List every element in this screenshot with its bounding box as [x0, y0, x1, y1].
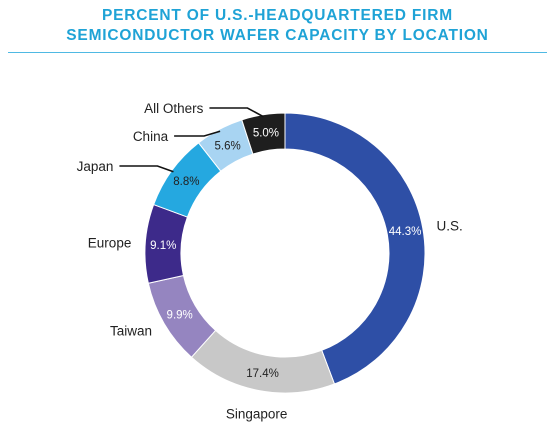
category-label-u-s: U.S.: [436, 218, 462, 233]
category-label-china: China: [133, 129, 169, 144]
leader-line-all-others: [209, 107, 264, 118]
title-divider: [8, 52, 547, 53]
value-label-taiwan: 9.9%: [167, 310, 193, 322]
leader-line-china: [174, 130, 221, 137]
chart-title-line-1: PERCENT OF U.S.-HEADQUARTERED FIRM: [102, 7, 453, 24]
value-label-u-s: 44.3%: [389, 226, 422, 238]
value-label-europe: 9.1%: [150, 240, 176, 252]
value-label-all-others: 5.0%: [253, 127, 279, 139]
value-label-singapore: 17.4%: [246, 368, 279, 380]
category-label-singapore: Singapore: [226, 406, 288, 421]
chart-title-line-2: SEMICONDUCTOR WAFER CAPACITY BY LOCATION: [66, 27, 489, 44]
leader-line-japan: [119, 165, 174, 173]
category-label-japan: Japan: [77, 159, 114, 174]
category-label-europe: Europe: [88, 236, 132, 251]
slice-singapore: [190, 329, 336, 394]
value-label-japan: 8.8%: [173, 176, 199, 188]
slice-all-others: [241, 112, 286, 155]
slice-u-s: [284, 112, 426, 385]
value-label-china: 5.6%: [215, 140, 241, 152]
category-label-all-others: All Others: [144, 101, 204, 116]
category-label-taiwan: Taiwan: [110, 324, 152, 339]
